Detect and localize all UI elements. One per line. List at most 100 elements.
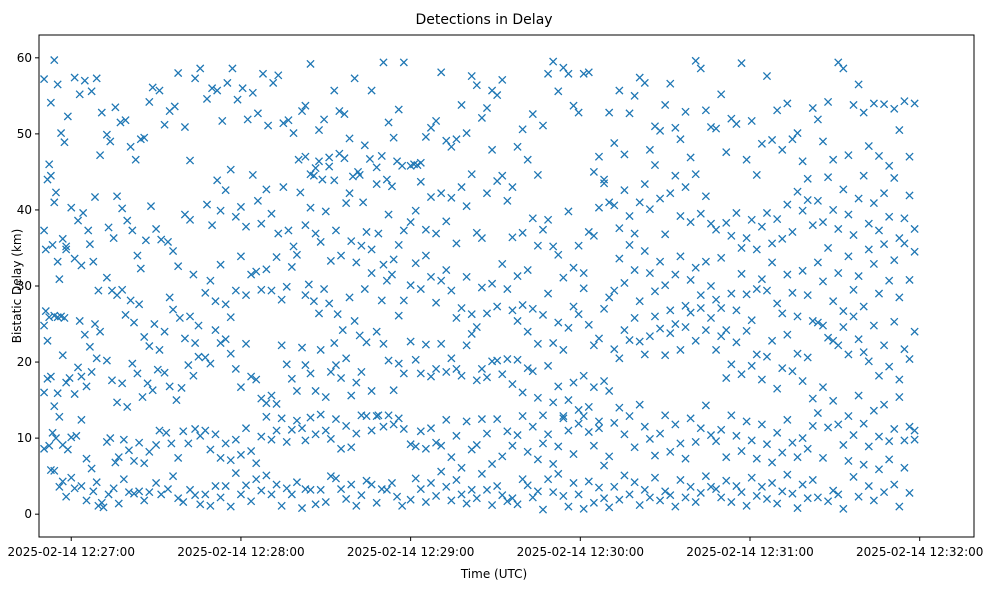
data-point-marker: [357, 491, 366, 500]
data-point-marker: [640, 485, 649, 494]
data-point-marker: [808, 316, 817, 326]
data-point-marker: [457, 183, 466, 192]
data-point-marker: [895, 126, 904, 135]
data-point-marker: [778, 448, 787, 457]
data-point-marker: [544, 215, 553, 224]
data-point-marker: [314, 126, 324, 135]
data-point-marker: [854, 335, 863, 344]
data-point-marker: [252, 267, 261, 276]
data-point-marker: [869, 99, 878, 108]
data-point-marker: [584, 68, 593, 77]
data-point-marker: [389, 386, 398, 395]
data-point-marker: [554, 442, 563, 451]
data-point-marker: [50, 198, 59, 207]
data-point-marker: [421, 251, 430, 260]
data-point-marker: [635, 400, 644, 409]
data-point-marker: [589, 498, 598, 507]
data-point-marker: [248, 88, 257, 97]
data-point-marker: [523, 265, 532, 275]
data-point-marker: [118, 204, 127, 213]
data-point-marker: [849, 285, 858, 294]
data-point-marker: [498, 259, 507, 269]
data-point-marker: [584, 402, 593, 411]
data-point-marker: [163, 485, 173, 494]
data-point-marker: [747, 361, 756, 370]
data-point-marker: [326, 472, 335, 481]
data-point-marker: [661, 351, 670, 360]
data-point-marker: [216, 206, 225, 215]
data-point-marker: [523, 481, 532, 490]
data-point-marker: [99, 503, 108, 512]
data-point-marker: [353, 167, 363, 176]
data-point-marker: [174, 68, 183, 78]
data-point-marker: [236, 490, 245, 499]
data-point-marker: [437, 467, 446, 476]
x-tick-label: 2025-02-14 12:30:00: [517, 545, 644, 559]
data-point-marker: [768, 258, 777, 267]
data-point-marker: [696, 303, 705, 313]
data-point-marker: [869, 321, 878, 330]
data-point-marker: [584, 320, 593, 329]
data-point-marker: [574, 490, 583, 499]
data-point-marker: [292, 250, 301, 259]
data-point-marker: [691, 263, 700, 272]
data-point-marker: [318, 175, 327, 184]
data-point-marker: [895, 375, 904, 384]
data-point-marker: [701, 257, 710, 266]
data-point-marker: [157, 490, 166, 499]
data-point-marker: [292, 478, 301, 487]
data-point-marker: [747, 215, 756, 224]
data-point-marker: [635, 337, 644, 346]
data-point-marker: [180, 334, 189, 343]
data-point-marker: [625, 490, 634, 499]
data-point-marker: [783, 470, 792, 479]
data-point-marker: [109, 484, 118, 493]
data-point-marker: [620, 471, 629, 480]
data-point-marker: [362, 338, 371, 347]
data-point-marker: [559, 491, 568, 500]
data-point-marker: [589, 383, 598, 392]
data-point-marker: [311, 386, 320, 396]
data-point-marker: [63, 445, 72, 454]
data-point-marker: [201, 288, 210, 297]
data-point-marker: [457, 100, 466, 110]
data-point-marker: [477, 415, 486, 424]
data-point-marker: [818, 277, 828, 286]
data-point-marker: [316, 410, 325, 419]
data-point-marker: [432, 229, 441, 238]
data-point-marker: [206, 359, 215, 368]
x-tick-label: 2025-02-14 12:29:00: [347, 545, 474, 559]
data-point-marker: [594, 334, 604, 343]
data-point-marker: [163, 237, 173, 246]
data-point-marker: [330, 338, 339, 348]
data-point-marker: [447, 142, 456, 151]
data-point-marker: [340, 154, 349, 163]
data-point-marker: [379, 422, 388, 431]
data-point-marker: [301, 101, 310, 110]
data-point-marker: [287, 374, 296, 383]
chart-title: Detections in Delay: [415, 12, 552, 28]
data-point-marker: [661, 230, 670, 239]
data-point-marker: [829, 297, 838, 306]
data-point-marker: [681, 493, 690, 502]
data-point-marker: [747, 473, 756, 482]
data-point-marker: [102, 273, 111, 282]
data-point-marker: [905, 152, 914, 161]
data-point-marker: [564, 426, 573, 435]
data-point-marker: [123, 216, 132, 225]
data-point-marker: [70, 254, 79, 263]
data-point-marker: [384, 118, 393, 127]
data-point-marker: [60, 138, 69, 147]
data-point-marker: [160, 327, 169, 336]
data-point-marker: [640, 350, 649, 359]
data-point-marker: [752, 491, 761, 500]
data-point-marker: [201, 426, 210, 435]
data-point-marker: [676, 211, 685, 221]
data-point-marker: [457, 463, 466, 472]
data-point-marker: [379, 260, 388, 269]
data-point-marker: [676, 345, 685, 354]
data-point-marker: [320, 115, 329, 124]
data-point-marker: [747, 436, 756, 445]
data-point-marker: [287, 490, 296, 499]
data-point-marker: [783, 330, 792, 339]
